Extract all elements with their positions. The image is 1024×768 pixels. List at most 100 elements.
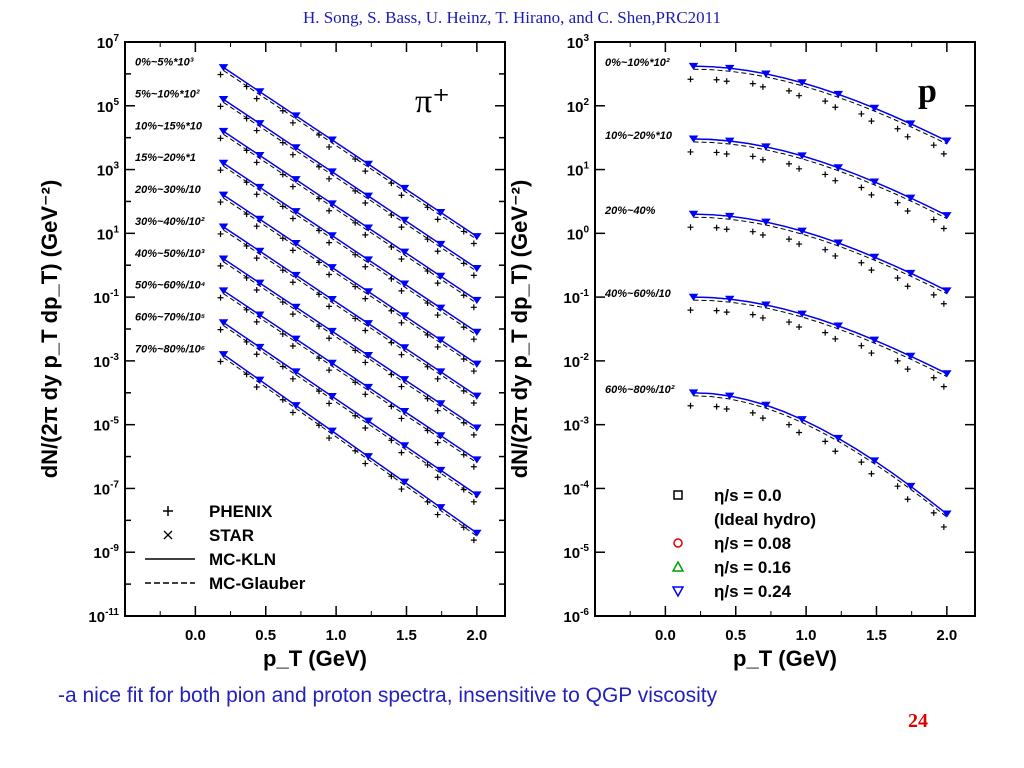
legend-triangle-up-marker <box>671 560 685 572</box>
phenix-marker <box>723 78 730 85</box>
eta-0-24-marker <box>761 401 771 409</box>
phenix-marker <box>253 127 260 134</box>
phenix-marker <box>253 191 260 198</box>
phenix-marker <box>243 83 250 90</box>
eta-0-24-marker <box>688 135 699 143</box>
eta-0-24-marker <box>254 215 265 223</box>
series-blue-line <box>223 258 478 429</box>
phenix-marker <box>822 329 829 336</box>
eta-0-24-marker <box>399 312 410 320</box>
series-line <box>693 213 948 292</box>
y-tick-label: 10-11 <box>88 607 119 626</box>
phenix-marker <box>868 470 875 477</box>
eta-0-24-marker <box>218 287 229 295</box>
phenix-marker <box>434 439 441 446</box>
eta-0-24-marker <box>724 137 735 145</box>
series-group: 70%~80%/10⁶ <box>135 344 482 544</box>
y-tick-label: 103 <box>97 161 120 180</box>
eta-0-24-marker <box>797 227 807 235</box>
phenix-marker <box>217 326 224 333</box>
phenix-marker <box>759 314 766 321</box>
eta-0-24-marker <box>472 265 482 273</box>
series-dashed-line <box>223 357 478 537</box>
phenix-marker <box>785 236 792 243</box>
eta-0-24-marker <box>399 216 410 224</box>
eta-0-24-marker <box>291 402 301 410</box>
centrality-label: 30%~40%/10² <box>135 216 205 228</box>
series-group: 0%~10%*10² <box>605 57 952 157</box>
phenix-marker <box>785 319 792 326</box>
panel-label: π⁺ <box>415 83 450 120</box>
eta-0-24-marker <box>435 240 446 248</box>
phenix-marker <box>253 159 260 166</box>
phenix-marker <box>713 76 720 83</box>
phenix-marker <box>930 142 937 149</box>
eta-0-24-marker <box>327 327 337 335</box>
eta-0-24-marker <box>291 271 301 279</box>
phenix-marker <box>217 262 224 269</box>
eta-0-24-marker <box>942 137 952 145</box>
phenix-marker <box>713 149 720 156</box>
series-group: 50%~60%/10⁴ <box>135 280 482 470</box>
phenix-marker <box>326 271 333 278</box>
spectra-figure: 107 105 103 101 10-1 10-3 10-5 10-7 10-9 10-11 0.0… <box>37 33 976 671</box>
phenix-marker <box>940 300 947 307</box>
phenix-marker <box>279 171 286 178</box>
phenix-marker <box>315 195 322 202</box>
eta-0-24-marker <box>435 400 446 408</box>
eta-0-24-marker <box>472 296 482 305</box>
series-dashed-line <box>223 101 478 272</box>
phenix-marker <box>858 110 865 117</box>
y-tick-label: 10-5 <box>563 543 589 562</box>
phenix-marker <box>279 107 286 114</box>
phenix-marker <box>217 358 224 365</box>
eta-0-24-marker <box>797 79 807 87</box>
eta-0-24-marker <box>797 152 807 160</box>
phenix-marker <box>217 135 224 142</box>
phenix-marker <box>868 350 875 357</box>
series-group: 30%~40%/10² <box>135 216 482 406</box>
eta-0-24-marker <box>833 239 844 247</box>
citation: H. Song, S. Bass, U. Heinz, T. Hirano, a… <box>302 8 722 27</box>
eta-0-24-marker <box>435 432 446 440</box>
series-dashed-line <box>693 68 948 145</box>
x-tick-label: 0.5 <box>725 627 746 644</box>
phenix-marker <box>217 294 224 301</box>
series-blue-line <box>223 290 478 461</box>
phenix-marker <box>434 248 441 255</box>
phenix-marker <box>858 184 865 191</box>
legend-circle-marker <box>673 538 683 548</box>
series-line <box>693 138 948 217</box>
series-blue-line <box>223 322 478 496</box>
phenix-marker <box>217 230 224 237</box>
eta-0-24-marker <box>363 352 374 360</box>
phenix-marker <box>785 160 792 167</box>
phenix-marker <box>723 309 730 316</box>
series-group: 20%~40% <box>604 205 952 307</box>
series-dashed-line <box>693 299 948 378</box>
eta-0-24-marker <box>833 164 844 172</box>
phenix-marker <box>243 274 250 281</box>
legend: PHENIX STAR MC-KLN MC-Glauber <box>145 502 306 593</box>
phenix-marker <box>822 98 829 105</box>
series-group: 0%~5%*10³ <box>135 57 482 247</box>
phenix-marker <box>460 324 467 331</box>
phenix-marker <box>289 215 296 222</box>
phenix-marker <box>470 368 477 375</box>
x-tick-label: 0.5 <box>255 627 276 644</box>
series-dashed-line <box>223 197 478 368</box>
eta-0-24-marker <box>905 194 916 202</box>
phenix-marker <box>424 461 431 468</box>
phenix-marker <box>687 307 694 314</box>
phenix-marker <box>424 331 431 338</box>
phenix-marker <box>326 400 333 407</box>
series-dashed-line <box>223 229 478 400</box>
phenix-marker <box>217 103 224 110</box>
centrality-label: 60%~70%/10⁵ <box>135 312 206 324</box>
phenix-marker <box>434 312 441 319</box>
phenix-marker <box>352 347 359 354</box>
x-tick-label: 2.0 <box>466 627 487 644</box>
series-dashed-line <box>223 261 478 432</box>
phenix-marker <box>759 415 766 422</box>
phenix-marker <box>424 498 431 505</box>
